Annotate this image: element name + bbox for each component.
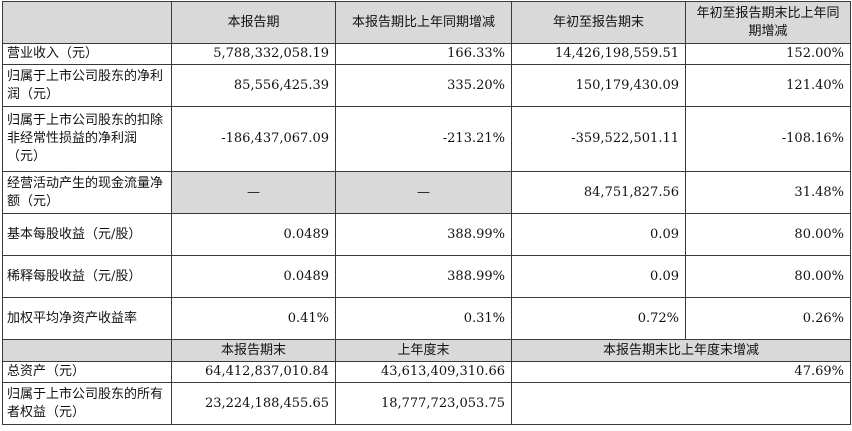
cell-value: 0.09 (511, 255, 686, 298)
cell-value: 0.72% (511, 297, 686, 340)
row-label: 归属于上市公司股东的净利润（元） (2, 64, 172, 107)
cell-value: 14,426,198,559.51 (511, 43, 686, 65)
cell-value: 0.31% (335, 297, 512, 340)
cell-value: 0.0489 (171, 213, 336, 256)
cell-value: 64,412,837,010.84 (171, 361, 336, 383)
table-row: 归属于上市公司股东的所有者权益（元） 23,224,188,455.65 18,… (2, 382, 851, 425)
cell-value: 84,751,827.56 (511, 171, 686, 214)
cell-value: 85,556,425.39 (171, 64, 336, 107)
table-row: 营业收入（元） 5,788,332,058.19 166.33% 14,426,… (2, 43, 851, 65)
cell-value: 0.0489 (171, 255, 336, 298)
cell-value: 43,613,409,310.66 (335, 361, 512, 383)
table-row: 总资产（元） 64,412,837,010.84 43,613,409,310.… (2, 361, 851, 383)
header2-period-end: 本报告期末 (171, 339, 336, 362)
header2-blank-cell (2, 339, 172, 362)
header-blank-cell (2, 1, 172, 44)
table-row: 稀释每股收益（元/股） 0.0489 388.99% 0.09 80.00% (2, 255, 851, 298)
cell-value: — (335, 171, 512, 214)
row-label: 稀释每股收益（元/股） (2, 255, 172, 298)
cell-value: -108.16% (685, 106, 851, 172)
cell-value: 150,179,430.09 (511, 64, 686, 107)
cell-value: 0.26% (685, 297, 851, 340)
row-label: 营业收入（元） (2, 43, 172, 65)
table-row: 归属于上市公司股东的扣除非经常性损益的净利润（元） -186,437,067.0… (2, 106, 851, 172)
header2-change: 本报告期末比上年度末增减 (511, 339, 851, 362)
cell-value: 80.00% (685, 255, 851, 298)
cell-value: 0.41% (171, 297, 336, 340)
header-ytd-change: 年初至报告期末比上年同期增减 (685, 1, 851, 44)
header-row: 本报告期 本报告期比上年同期增减 年初至报告期末 年初至报告期末比上年同期增减 (2, 1, 851, 44)
cell-value: -359,522,501.11 (511, 106, 686, 172)
cell-value (511, 382, 851, 425)
cell-value: 166.33% (335, 43, 512, 65)
cell-value: 0.09 (511, 213, 686, 256)
table-row: 加权平均净资产收益率 0.41% 0.31% 0.72% 0.26% (2, 297, 851, 340)
header-row-2: 本报告期末 上年度末 本报告期末比上年度末增减 (2, 339, 851, 362)
cell-value: 23,224,188,455.65 (171, 382, 336, 425)
header-current-period: 本报告期 (171, 1, 336, 44)
cell-value: 152.00% (685, 43, 851, 65)
cell-value: 121.40% (685, 64, 851, 107)
table-row: 经营活动产生的现金流量净额（元） — — 84,751,827.56 31.48… (2, 171, 851, 214)
cell-value: 388.99% (335, 213, 512, 256)
row-label: 总资产（元） (2, 361, 172, 383)
cell-value: 18,777,723,053.75 (335, 382, 512, 425)
table-row: 基本每股收益（元/股） 0.0489 388.99% 0.09 80.00% (2, 213, 851, 256)
row-label: 归属于上市公司股东的扣除非经常性损益的净利润（元） (2, 106, 172, 172)
cell-value: -213.21% (335, 106, 512, 172)
cell-value: 5,788,332,058.19 (171, 43, 336, 65)
cell-value: 80.00% (685, 213, 851, 256)
cell-value: 335.20% (335, 64, 512, 107)
cell-value: -186,437,067.09 (171, 106, 336, 172)
row-label: 基本每股收益（元/股） (2, 213, 172, 256)
row-label: 经营活动产生的现金流量净额（元） (2, 171, 172, 214)
table-row: 归属于上市公司股东的净利润（元） 85,556,425.39 335.20% 1… (2, 64, 851, 107)
header2-prior-year-end: 上年度末 (335, 339, 512, 362)
cell-value: 388.99% (335, 255, 512, 298)
header-ytd: 年初至报告期末 (511, 1, 686, 44)
cell-value: — (171, 171, 336, 214)
row-label: 归属于上市公司股东的所有者权益（元） (2, 382, 172, 425)
header-current-period-change: 本报告期比上年同期增减 (335, 1, 512, 44)
cell-value: 31.48% (685, 171, 851, 214)
row-label: 加权平均净资产收益率 (2, 297, 172, 340)
cell-value: 47.69% (511, 361, 851, 383)
